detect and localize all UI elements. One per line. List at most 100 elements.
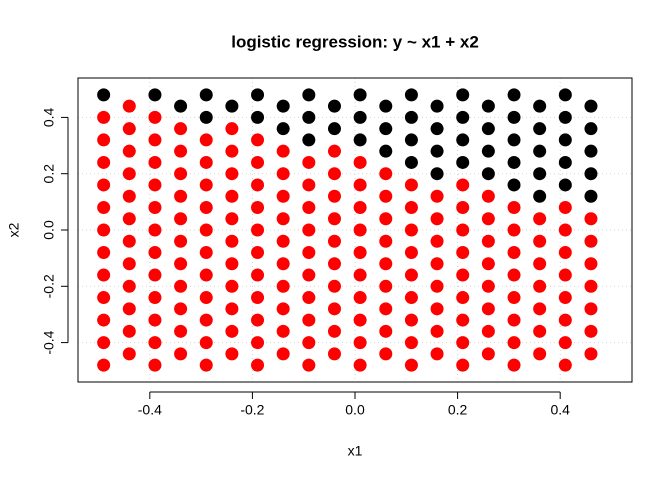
point [584, 189, 598, 203]
point [302, 178, 316, 192]
point [404, 246, 418, 260]
point [507, 313, 521, 327]
point [558, 246, 572, 260]
point [379, 257, 393, 271]
point [276, 347, 290, 361]
point [430, 324, 444, 338]
point [507, 88, 521, 102]
point [148, 268, 162, 282]
point [584, 347, 598, 361]
point [584, 167, 598, 181]
point [276, 302, 290, 316]
point [97, 246, 111, 260]
point [456, 358, 470, 372]
point [276, 279, 290, 293]
point [148, 178, 162, 192]
point [379, 122, 393, 136]
point [327, 212, 341, 226]
point [122, 279, 136, 293]
point [430, 347, 444, 361]
point [430, 189, 444, 203]
point [225, 144, 239, 158]
point [148, 88, 162, 102]
point [558, 313, 572, 327]
point [533, 212, 547, 226]
point [276, 324, 290, 338]
point [404, 110, 418, 124]
point [507, 291, 521, 305]
point [430, 167, 444, 181]
point [404, 291, 418, 305]
point [148, 246, 162, 260]
point [353, 178, 367, 192]
point [456, 88, 470, 102]
point [251, 178, 265, 192]
point [97, 88, 111, 102]
point [353, 246, 367, 260]
point [353, 291, 367, 305]
point [507, 155, 521, 169]
point [430, 302, 444, 316]
y-tick-label: -0.4 [41, 330, 57, 354]
point [225, 324, 239, 338]
point [533, 257, 547, 271]
point [251, 246, 265, 260]
point [302, 336, 316, 350]
point [276, 144, 290, 158]
point [404, 200, 418, 214]
point [174, 144, 188, 158]
point [174, 122, 188, 136]
point [379, 99, 393, 113]
y-tick-label: 0.4 [41, 107, 57, 127]
x-axis-label: x1 [348, 443, 363, 459]
point [174, 189, 188, 203]
point [174, 234, 188, 248]
point [97, 358, 111, 372]
point [199, 200, 213, 214]
point [97, 200, 111, 214]
point [251, 313, 265, 327]
point [558, 133, 572, 147]
point [456, 313, 470, 327]
point [379, 324, 393, 338]
chart-title: logistic regression: y ~ x1 + x2 [231, 32, 479, 51]
point [327, 324, 341, 338]
point [430, 122, 444, 136]
point [199, 268, 213, 282]
point [584, 99, 598, 113]
point [379, 212, 393, 226]
point [97, 313, 111, 327]
point [251, 88, 265, 102]
point [404, 313, 418, 327]
point [199, 133, 213, 147]
point [225, 347, 239, 361]
point [122, 302, 136, 316]
point [302, 268, 316, 282]
x-tick-label: 0.0 [345, 402, 365, 418]
point [97, 223, 111, 237]
point [481, 167, 495, 181]
point [225, 122, 239, 136]
point [507, 178, 521, 192]
point [199, 291, 213, 305]
point [404, 336, 418, 350]
point [533, 122, 547, 136]
point [456, 246, 470, 260]
point [327, 279, 341, 293]
point [225, 99, 239, 113]
point [327, 257, 341, 271]
point [199, 88, 213, 102]
point [276, 189, 290, 203]
plot-frame [77, 77, 633, 383]
point [97, 133, 111, 147]
point [174, 302, 188, 316]
point [379, 279, 393, 293]
point [404, 223, 418, 237]
point [122, 347, 136, 361]
point [122, 234, 136, 248]
point [148, 358, 162, 372]
point [353, 133, 367, 147]
point [507, 133, 521, 147]
point [174, 279, 188, 293]
point [276, 167, 290, 181]
